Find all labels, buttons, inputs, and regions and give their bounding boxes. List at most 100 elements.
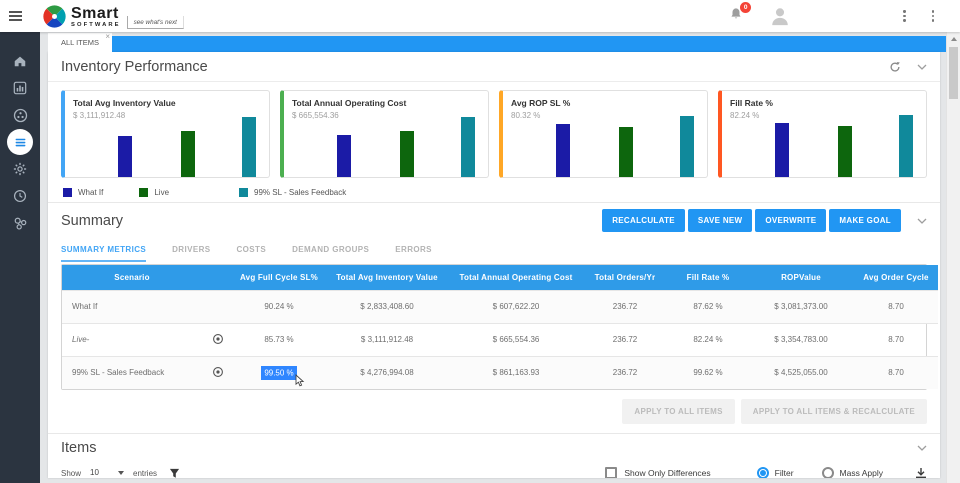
mass-apply-radio[interactable]	[821, 467, 834, 478]
target-icon[interactable]	[212, 366, 224, 378]
main-content: ALL ITEMS × Inventory Performance Total …	[40, 32, 946, 483]
filter-funnel-button[interactable]	[169, 468, 180, 479]
chart-card-value: $ 665,554.36	[292, 111, 339, 120]
chart-bar	[118, 135, 133, 177]
summary-tab-demand-groups[interactable]: DEMAND GROUPS	[292, 244, 370, 254]
fill-rate-cell: 87.62 %	[668, 289, 748, 323]
notifications-bell[interactable]: 0	[729, 2, 752, 26]
sidebar-item-items-active[interactable]	[7, 129, 33, 155]
chevron-down-icon	[917, 218, 927, 224]
pinwheel-logo-icon	[43, 4, 66, 28]
show-only-differences-checkbox[interactable]	[605, 467, 618, 478]
header-actions: 0	[729, 2, 960, 27]
action-button-make-goal[interactable]: MAKE GOAL	[829, 209, 901, 232]
collapse-inventory-button[interactable]	[917, 64, 927, 70]
total-annual-operating-cost-cell: $ 607,622.20	[450, 289, 582, 323]
chart-bar	[556, 123, 571, 177]
scrollbar-thumb[interactable]	[949, 47, 958, 99]
scenario-row[interactable]: What If 90.24 % $ 2,833,408.60 $ 607,622.20…	[62, 289, 938, 323]
avg-full-cycle-sl-cell[interactable]: 90.24 %	[234, 289, 324, 323]
tab-close-icon[interactable]: ×	[105, 32, 110, 41]
summary-action-buttons: RECALCULATE SAVE NEW OVERWRITE MAKE GOAL	[599, 209, 901, 232]
sidebar-item-reports[interactable]	[7, 75, 33, 101]
collapse-items-button[interactable]	[917, 445, 927, 451]
smart-software-logo[interactable]: Smart SOFTWARE see what's next	[42, 4, 184, 29]
brand-text: Smart SOFTWARE	[71, 5, 121, 29]
avg-full-cycle-sl-cell[interactable]: 85.73 %	[234, 322, 324, 356]
target-icon-cell	[202, 322, 234, 356]
items-right-controls: Show Only Differences Filter Mass Apply	[605, 467, 927, 478]
summary-table: Scenario Avg Full Cycle SL% Total Avg Inve…	[62, 265, 938, 389]
funnel-icon	[169, 468, 180, 478]
avg-order-cycle-cell: 8.70	[854, 289, 938, 323]
chart-bar	[400, 130, 415, 177]
selected-sl-value[interactable]: 99.50 %	[261, 365, 297, 380]
footer-button-apply-to-all-items[interactable]: APPLY TO ALL ITEMS	[622, 399, 735, 424]
legend-label: What If	[78, 187, 104, 197]
sidebar-item-integrations[interactable]	[7, 210, 33, 236]
overflow-menu-icon[interactable]	[903, 10, 906, 22]
chevron-down-icon	[917, 64, 927, 70]
action-button-overwrite[interactable]: OVERWRITE	[755, 209, 827, 232]
table-header-row: Scenario Avg Full Cycle SL% Total Avg Inve…	[62, 265, 938, 290]
summary-tab-summary-metrics[interactable]: SUMMARY METRICS	[61, 238, 147, 262]
total-orders-yr-cell: 236.72	[582, 289, 668, 323]
items-controls: Show 10 entries Show Only Differences Fi…	[48, 462, 940, 478]
items-header: Items	[48, 433, 940, 462]
sidebar-item-home[interactable]	[7, 48, 33, 74]
entries-label: entries	[133, 468, 158, 478]
chart-card-title: Total Annual Operating Cost	[292, 98, 407, 108]
footer-button-apply-to-all-items-recalculate[interactable]: APPLY TO ALL ITEMS & RECALCULATE	[740, 399, 927, 424]
chart-bar	[775, 122, 790, 177]
avg-full-cycle-sl-cell[interactable]: 99.50 %	[234, 355, 324, 389]
inventory-performance-header: Inventory Performance	[48, 52, 940, 82]
mouse-cursor-icon	[295, 374, 304, 387]
download-button[interactable]	[915, 467, 927, 478]
chart-card-title: Avg ROP SL %	[511, 98, 571, 108]
tab-all-items[interactable]: ALL ITEMS ×	[48, 33, 112, 52]
sidebar-item-history[interactable]	[7, 183, 33, 209]
refresh-button[interactable]	[889, 61, 901, 73]
chart-bar	[619, 127, 634, 177]
clock-icon	[13, 189, 27, 203]
legend-swatch-icon	[239, 187, 249, 197]
left-sidebar	[0, 32, 40, 483]
hamburger-menu-icon[interactable]	[9, 11, 22, 21]
scenario-row[interactable]: Live- 85.73 % $ 3,111,912.48 $ 665,554.36 23…	[62, 322, 938, 356]
chart-bar	[838, 126, 853, 177]
chart-card: Avg ROP SL % 80.32 %	[499, 90, 708, 178]
page-size-select[interactable]: 10	[88, 466, 126, 478]
column-header: Avg Order Cycle	[854, 265, 938, 290]
gear-icon	[13, 162, 27, 176]
sidebar-item-settings[interactable]	[7, 156, 33, 182]
sidebar-item-dashboard[interactable]	[7, 102, 33, 128]
caret-down-icon	[118, 470, 125, 475]
vertical-scrollbar[interactable]	[946, 32, 960, 483]
scrollbar-up-arrow[interactable]	[947, 32, 960, 45]
summary-tab-costs[interactable]: COSTS	[236, 244, 267, 254]
action-button-recalculate[interactable]: RECALCULATE	[602, 209, 685, 232]
target-icon-cell	[202, 289, 234, 323]
download-icon	[916, 468, 926, 478]
column-header: ROPValue	[748, 265, 854, 290]
legend-swatch-icon	[63, 187, 72, 197]
filter-radio[interactable]	[756, 467, 769, 478]
chart-card-value: 82.24 %	[730, 111, 760, 120]
total-orders-yr-cell: 236.72	[582, 355, 668, 389]
wheel-icon	[13, 108, 27, 122]
linked-nodes-icon	[14, 217, 26, 230]
collapse-summary-button[interactable]	[917, 218, 927, 224]
chart-bar	[337, 134, 352, 177]
mass-apply-radio-label: Mass Apply	[839, 468, 883, 478]
scenario-row[interactable]: 99% SL - Sales Feedback 99.50 % $ 4,276,99…	[62, 355, 938, 389]
secondary-overflow-menu-icon[interactable]	[931, 10, 934, 22]
target-icon[interactable]	[212, 333, 224, 345]
summary-tab-errors[interactable]: ERRORS	[395, 244, 432, 254]
summary-tab-drivers[interactable]: DRIVERS	[172, 244, 211, 254]
total-annual-operating-cost-cell: $ 665,554.36	[450, 322, 582, 356]
user-avatar[interactable]	[769, 5, 791, 27]
action-button-save-new[interactable]: SAVE NEW	[687, 209, 753, 232]
table-footer-actions: APPLY TO ALL ITEMS APPLY TO ALL ITEMS & R…	[48, 390, 940, 433]
tab-bar: ALL ITEMS ×	[40, 32, 946, 52]
avg-order-cycle-cell: 8.70	[854, 355, 938, 389]
